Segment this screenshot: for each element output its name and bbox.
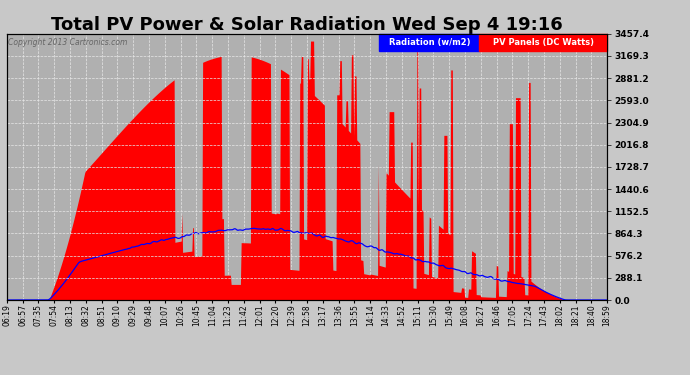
Text: Copyright 2013 Cartronics.com: Copyright 2013 Cartronics.com bbox=[8, 38, 127, 47]
Title: Total PV Power & Solar Radiation Wed Sep 4 19:16: Total PV Power & Solar Radiation Wed Sep… bbox=[51, 16, 563, 34]
